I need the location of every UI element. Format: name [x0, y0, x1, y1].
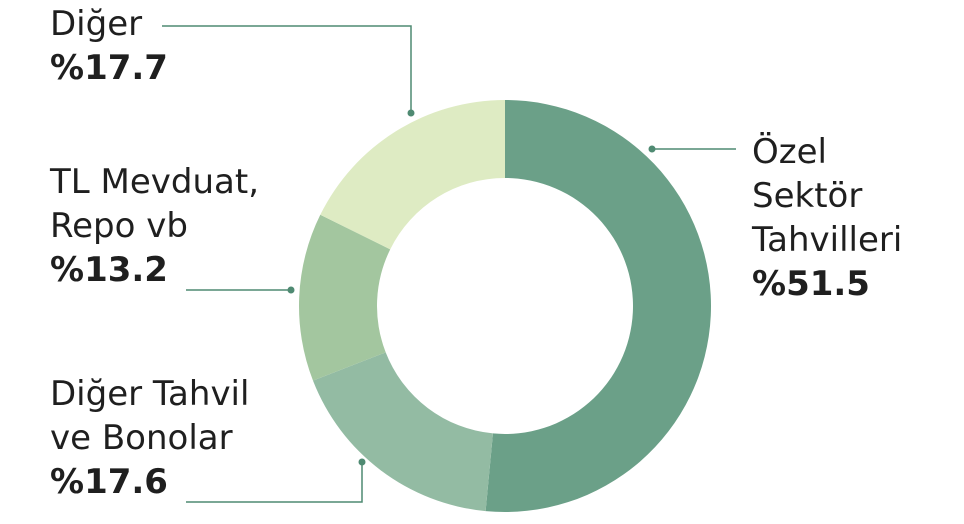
donut-slice-2: [312, 352, 493, 512]
leader-diger-tahvil-line: [186, 462, 363, 503]
value-label: %17.6: [50, 462, 168, 502]
donut-slice-4: [320, 100, 505, 250]
leader-tl-dot: [287, 286, 295, 294]
category-label: Özel Sektör Tahvilleri: [752, 130, 952, 262]
leader-ozel-dot: [648, 145, 656, 153]
category-label-line-1: Diğer Tahvil: [50, 374, 250, 414]
donut-slice-1: [485, 100, 712, 512]
leader-diger-line: [162, 25, 412, 113]
leader-diger-dot: [407, 109, 415, 117]
category-label-line-1: Özel: [752, 132, 827, 172]
category-label-line-2: ve Bonolar: [50, 418, 233, 458]
category-label-line-2: Sektör: [752, 176, 863, 216]
value-label: %51.5: [752, 264, 870, 304]
label-diger: Diğer %17.7: [50, 2, 168, 90]
category-label: Diğer: [50, 4, 143, 44]
label-diger-tahvil-bonolar: Diğer Tahvil ve Bonolar %17.6: [50, 372, 249, 504]
category-label-line-1: TL Mevduat,: [50, 162, 259, 202]
value-label: %13.2: [50, 250, 168, 290]
donut-slice-3: [299, 214, 391, 381]
label-tl-mevduat-repo: TL Mevduat, Repo vb %13.2: [50, 160, 259, 292]
label-ozel-sektor-tahvilleri: Özel Sektör Tahvilleri %51.5: [752, 130, 952, 306]
value-label: %17.7: [50, 48, 168, 88]
category-label-line-2: Repo vb: [50, 206, 188, 246]
leader-diger-tahvil-dot: [358, 458, 366, 466]
category-label-line-3: Tahvilleri: [752, 220, 903, 260]
leader-lines: [162, 25, 736, 503]
donut-slices: [299, 100, 712, 512]
